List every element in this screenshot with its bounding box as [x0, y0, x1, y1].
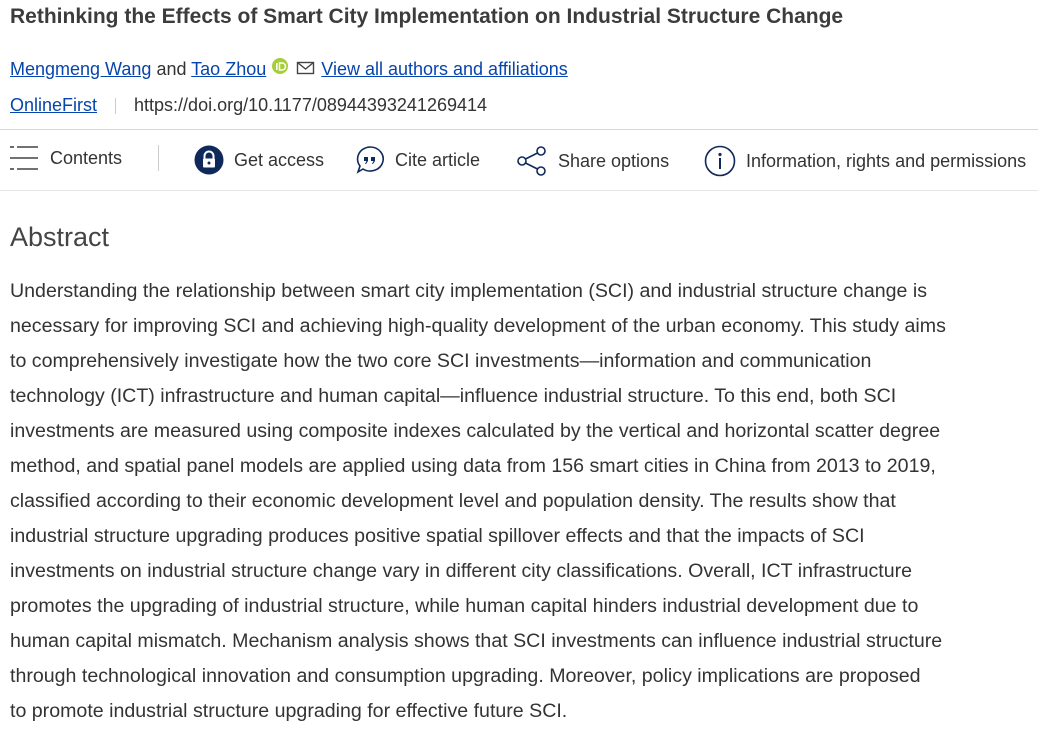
cite-icon — [356, 146, 384, 174]
author-line: Mengmeng Wang and Tao Zhou View all auth… — [10, 58, 568, 80]
abstract-line: necessary for improving SCI and achievin… — [10, 315, 946, 337]
conjunction: and — [156, 59, 187, 79]
toolbar-label: Get access — [234, 149, 325, 170]
email-icon[interactable] — [296, 60, 316, 76]
abstract-line: investments are measured using composite… — [10, 420, 941, 442]
abstract-line: to comprehensively investigate how the t… — [10, 350, 872, 372]
abstract-line: human capital mismatch. Mechanism analys… — [10, 630, 943, 652]
article-title: Rethinking the Effects of Smart City Imp… — [10, 5, 844, 28]
meta-line: OnlineFirst https://doi.org/10.1177/08944… — [10, 95, 487, 116]
abstract-line: technology (ICT) infrastructure and huma… — [10, 385, 897, 407]
divider — [0, 129, 1038, 130]
lock-icon — [194, 145, 224, 175]
toolbar-label: Information, rights and permissions — [746, 150, 1027, 171]
contents-icon — [10, 146, 38, 170]
toolbar-button[interactable]: Cite article — [355, 145, 480, 175]
author-link[interactable]: Mengmeng Wang — [10, 59, 152, 79]
abstract-line: to promote industrial structure upgradin… — [10, 700, 568, 722]
toolbar-button[interactable]: Contents — [8, 145, 122, 171]
orcid-icon[interactable] — [271, 58, 291, 76]
toolbar-button[interactable]: Information, rights and permissions — [704, 145, 1026, 177]
abstract-line: method, and spatial panel models are app… — [10, 455, 936, 477]
abstract-line: investments on industrial structure chan… — [10, 560, 913, 582]
abstract-text: Understanding the relationship between s… — [10, 274, 946, 729]
toolbar-divider — [158, 145, 159, 171]
abstract-line: through technological innovation and con… — [10, 665, 921, 687]
abstract-line: classified according to their economic d… — [10, 490, 896, 512]
affiliations-link[interactable]: View all authors and affiliations — [321, 59, 568, 79]
toolbar-button[interactable]: Get access — [194, 145, 324, 175]
abstract-line: promotes the upgrading of industrial str… — [10, 595, 919, 617]
abstract-line: industrial structure upgrading produces … — [10, 525, 865, 547]
share-icon — [517, 146, 546, 176]
status-link[interactable]: OnlineFirst — [10, 95, 98, 115]
divider — [0, 190, 1038, 191]
doi: https://doi.org/10.1177/0894439324126941… — [134, 95, 488, 115]
toolbar-label: Share options — [558, 150, 670, 171]
author-link[interactable]: Tao Zhou — [191, 59, 267, 79]
toolbar-button[interactable]: Share options — [516, 145, 669, 177]
abstract-heading: Abstract — [10, 222, 110, 252]
toolbar-label: Contents — [50, 147, 123, 168]
toolbar-label: Cite article — [395, 149, 481, 170]
separator — [115, 98, 117, 115]
abstract-line: Understanding the relationship between s… — [10, 280, 928, 302]
info-icon — [704, 145, 736, 177]
